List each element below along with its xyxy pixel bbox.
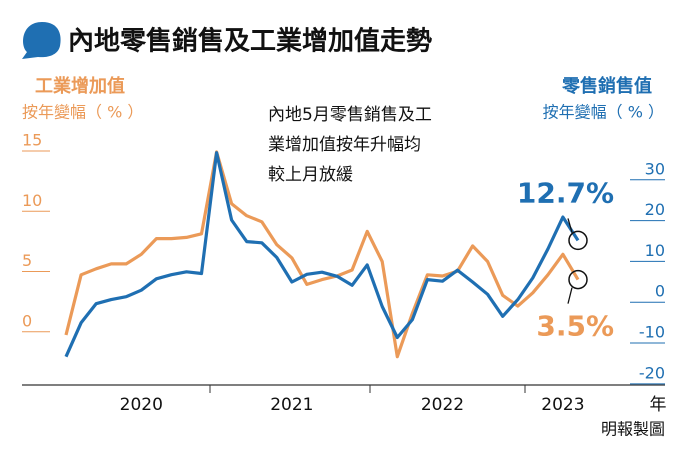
y2-tick-label: -20 [639, 363, 665, 382]
y-axis-title: 工業增加值 [35, 75, 125, 97]
x-axis-title: 年 [650, 395, 667, 415]
y-tick-label: 10 [22, 191, 42, 210]
x-tick-label: 2022 [421, 395, 464, 415]
y2-tick-label: 0 [655, 282, 665, 301]
annotation: 業增加值按年升幅均 [268, 135, 421, 155]
data-label: 3.5% [536, 310, 614, 343]
y2-axis-title: 零售銷售值 [561, 75, 652, 97]
y2-tick-label: -10 [639, 323, 665, 342]
y-tick-label: 15 [22, 131, 42, 150]
title-icon [22, 22, 61, 59]
label-leader [567, 287, 573, 304]
annotation: 內地5月零售銷售及工 [268, 105, 432, 125]
x-tick-label: 2023 [541, 395, 584, 415]
x-tick-label: 2020 [120, 395, 163, 415]
y-tick-label: 0 [22, 311, 32, 330]
source: 明報製圖 [601, 420, 665, 439]
y2-tick-label: 30 [645, 159, 665, 178]
point-marker [568, 269, 588, 290]
annotation: 較上月放緩 [268, 165, 353, 185]
data-line [64, 151, 580, 358]
y2-axis-subtitle: 按年變幅（ % ） [543, 103, 664, 122]
point-marker [568, 230, 588, 251]
chart-title: 內地零售銷售及工業增加值走勢 [68, 26, 432, 57]
y-axis-subtitle: 按年變幅（ % ） [22, 103, 143, 122]
label-leader [567, 218, 573, 233]
x-tick-label: 2021 [270, 395, 313, 415]
data-line [64, 150, 580, 359]
y-tick-label: 5 [22, 251, 32, 270]
data-label: 12.7% [517, 176, 614, 209]
y2-tick-label: 20 [645, 200, 665, 219]
y2-tick-label: 10 [645, 241, 665, 260]
